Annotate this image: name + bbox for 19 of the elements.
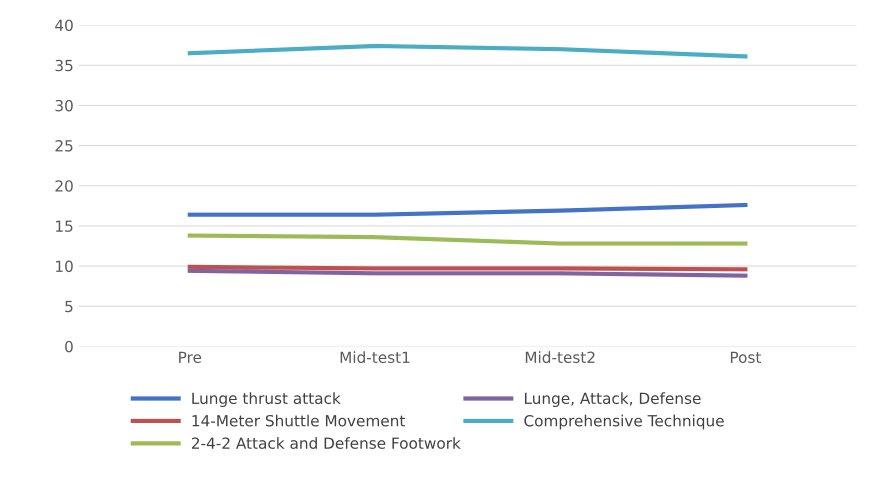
y-tick-label: 15	[56, 220, 72, 232]
y-tick-label: 10	[56, 260, 73, 272]
legend-label: Lunge, Attack, Defense	[524, 392, 701, 408]
legend-label: 2-4-2 Attack and Defense Footwork	[192, 437, 461, 449]
legend-label: Comprehensive Technique	[524, 414, 724, 430]
y-tick-label: 20	[55, 180, 73, 192]
y-tick-label: 5	[65, 300, 72, 312]
legend-label: 14-Meter Shuttle Movement	[192, 414, 406, 427]
legend-label: Lunge thrust attack	[192, 392, 341, 408]
line-series	[188, 44, 748, 59]
x-tick-label: Post	[730, 352, 762, 364]
x-tick-label: Pre	[179, 352, 202, 364]
y-tick-label: 35	[56, 60, 72, 72]
y-tick-label: 30	[56, 100, 73, 112]
y-tick-label: 40	[55, 20, 73, 32]
x-tick-label: Mid-test1	[340, 351, 410, 364]
y-tick-label: 0	[65, 340, 73, 352]
y-tick-label: 25	[55, 140, 72, 152]
x-tick-label: Mid-test2	[526, 351, 595, 364]
